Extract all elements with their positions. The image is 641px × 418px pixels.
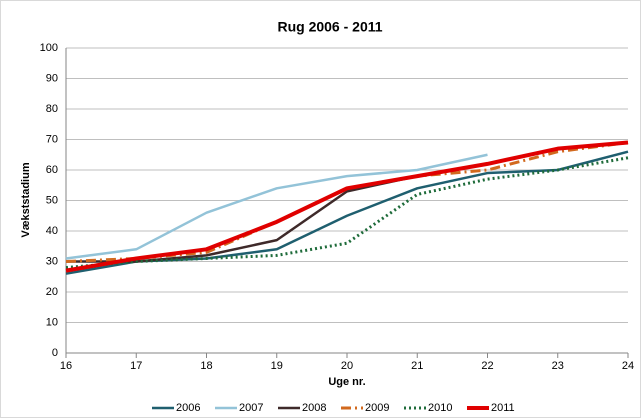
y-tick-label: 40 bbox=[46, 225, 58, 237]
x-tick-label: 20 bbox=[341, 360, 353, 372]
legend-label: 2009 bbox=[365, 402, 389, 414]
y-tick-label: 30 bbox=[46, 255, 58, 267]
x-axis-title: Uge nr. bbox=[328, 376, 365, 388]
y-tick-label: 0 bbox=[52, 347, 58, 359]
y-tick-label: 20 bbox=[46, 286, 58, 298]
y-tick-label: 70 bbox=[46, 133, 58, 145]
series-line bbox=[65, 140, 629, 273]
series-line bbox=[65, 153, 488, 260]
x-tick-label: 17 bbox=[130, 360, 142, 372]
x-tick-label: 24 bbox=[622, 360, 634, 372]
y-tick-label: 50 bbox=[46, 194, 58, 206]
legend-label: 2011 bbox=[491, 402, 515, 414]
x-tick-label: 18 bbox=[200, 360, 212, 372]
x-tick-label: 19 bbox=[271, 360, 283, 372]
y-tick-label: 100 bbox=[40, 42, 58, 54]
y-axis-title: Vækststadium bbox=[20, 162, 32, 237]
legend-label: 2008 bbox=[302, 402, 326, 414]
legend-label: 2010 bbox=[428, 402, 452, 414]
y-tick-label: 60 bbox=[46, 164, 58, 176]
legend-label: 2006 bbox=[176, 402, 200, 414]
y-tick-label: 90 bbox=[46, 72, 58, 84]
x-tick-label: 22 bbox=[481, 360, 493, 372]
legend-label: 2007 bbox=[239, 402, 263, 414]
x-tick-label: 21 bbox=[411, 360, 423, 372]
x-tick-label: 16 bbox=[60, 360, 72, 372]
x-tick-label: 23 bbox=[552, 360, 564, 372]
y-tick-label: 10 bbox=[46, 316, 58, 328]
chart-title: Rug 2006 - 2011 bbox=[277, 19, 382, 35]
y-tick-label: 80 bbox=[46, 103, 58, 115]
